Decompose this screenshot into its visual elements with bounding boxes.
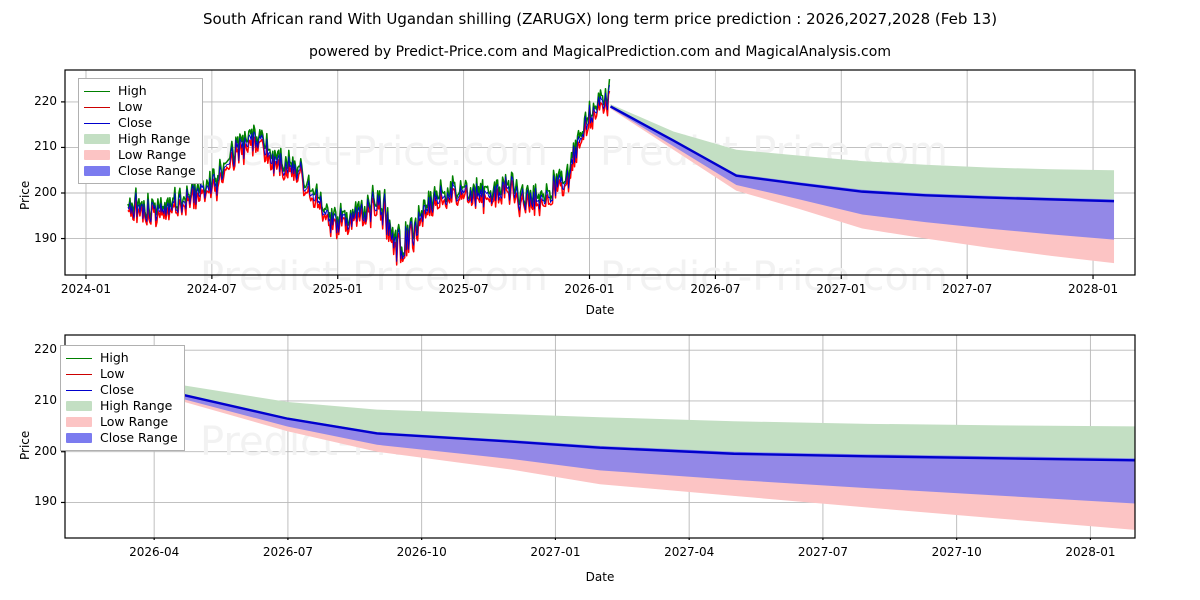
bottom-chart-xtick-label: 2026-10: [396, 545, 447, 559]
legend-line-swatch-icon: [84, 86, 110, 97]
top-chart-ytick-label: 200: [34, 185, 57, 199]
bottom-chart-legend-item: Close: [66, 382, 178, 398]
page-subtitle: powered by Predict-Price.com and Magical…: [309, 44, 891, 60]
legend-item-label: Low: [118, 99, 143, 114]
bottom-chart-legend-item: Low Range: [66, 414, 178, 430]
legend-item-label: Close: [100, 382, 135, 397]
bottom-chart-xtick-label: 2026-04: [129, 545, 180, 559]
top-chart-legend: High Low Close High Range Low Range Close Ran…: [78, 78, 203, 184]
top-chart-ytick-label: 190: [34, 230, 57, 245]
bottom-chart-legend-item: Low: [66, 366, 178, 382]
top-chart-xtick-label: 2028-01: [1067, 282, 1119, 296]
page-title: South African rand With Ugandan shilling…: [202, 10, 998, 28]
bottom-chart-ytick-label: 200: [34, 443, 57, 458]
top-chart-ytick-label: 220: [34, 93, 57, 108]
top-chart-panel: Predict-Price.com Predict-Price.com Predic…: [0, 60, 1200, 320]
legend-item-label: High Range: [118, 131, 191, 146]
legend-item-label: Close Range: [100, 430, 178, 445]
legend-item-label: High: [118, 83, 147, 98]
svg-text:Predict-Price.com: Predict-Price.com: [200, 129, 548, 175]
bottom-chart-legend-item: High Range: [66, 398, 178, 414]
top-chart-legend-item: Low Range: [84, 147, 196, 163]
bottom-chart-xtick-label: 2027-07: [797, 545, 848, 559]
bottom-chart-ytick-label: 210: [34, 392, 57, 407]
top-chart-xlabel: Date: [585, 303, 615, 317]
svg-text:Predict-Price.com: Predict-Price.com: [600, 254, 948, 300]
legend-line-swatch-icon: [66, 385, 92, 396]
legend-line-swatch-icon: [66, 353, 92, 364]
top-chart-legend-item: Low: [84, 99, 196, 115]
legend-item-label: Close Range: [118, 163, 196, 178]
legend-patch-swatch-icon: [84, 166, 110, 176]
legend-item-label: High: [100, 350, 129, 365]
legend-patch-swatch-icon: [66, 401, 92, 411]
svg-text:Predict-Price.com: Predict-Price.com: [200, 254, 548, 300]
legend-line-swatch-icon: [84, 102, 110, 113]
legend-item-label: High Range: [100, 398, 173, 413]
bottom-chart-legend: High Low Close High Range Low Range Close Ran…: [60, 345, 185, 451]
legend-item-label: Close: [118, 115, 153, 130]
bottom-chart-legend-item: Close Range: [66, 430, 178, 446]
legend-patch-swatch-icon: [84, 134, 110, 144]
legend-line-swatch-icon: [66, 369, 92, 380]
bottom-chart-xtick-label: 2027-01: [530, 545, 581, 559]
top-chart-xtick-label: 2026-01: [564, 282, 615, 296]
top-chart-xtick-label: 2027-07: [942, 282, 993, 296]
bottom-chart-xlabel: Date: [585, 570, 615, 584]
legend-item-label: Low Range: [118, 147, 187, 162]
legend-patch-swatch-icon: [66, 417, 92, 427]
top-chart-legend-item: High: [84, 83, 196, 99]
bottom-chart-xtick-label: 2026-07: [262, 545, 313, 559]
legend-patch-swatch-icon: [66, 433, 92, 443]
top-chart-legend-item: High Range: [84, 131, 196, 147]
bottom-chart-ytick-label: 220: [34, 342, 57, 357]
legend-item-label: Low: [100, 366, 125, 381]
top-chart-svg: Predict-Price.com Predict-Price.com Predic…: [61, 69, 1136, 300]
top-chart-ytick-label: 210: [34, 139, 57, 154]
top-chart-xtick-label: 2026-07: [690, 282, 741, 296]
top-chart-legend-item: Close Range: [84, 163, 196, 179]
top-chart-xtick-label: 2024-07: [186, 282, 237, 296]
bottom-chart-legend-item: High: [66, 350, 178, 366]
bottom-chart-xtick-label: 2027-04: [664, 545, 715, 559]
legend-line-swatch-icon: [84, 118, 110, 129]
legend-item-label: Low Range: [100, 414, 169, 429]
top-chart-xtick-label: 2025-01: [312, 282, 363, 296]
bottom-chart-xtick-label: 2028-01: [1065, 545, 1116, 559]
top-chart-xtick-label: 2027-01: [816, 282, 867, 296]
legend-patch-swatch-icon: [84, 150, 110, 160]
top-chart-legend-item: Close: [84, 115, 196, 131]
top-chart-xtick-label: 2024-01: [60, 282, 112, 296]
bottom-chart-ytick-label: 190: [34, 494, 57, 509]
bottom-chart-xtick-label: 2027-10: [931, 545, 982, 559]
top-chart-xtick-label: 2025-07: [438, 282, 489, 296]
